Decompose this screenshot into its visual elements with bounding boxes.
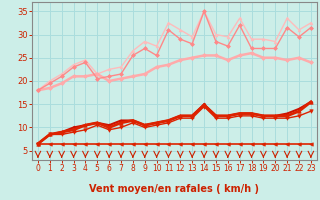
X-axis label: Vent moyen/en rafales ( km/h ): Vent moyen/en rafales ( km/h ) <box>89 184 260 194</box>
